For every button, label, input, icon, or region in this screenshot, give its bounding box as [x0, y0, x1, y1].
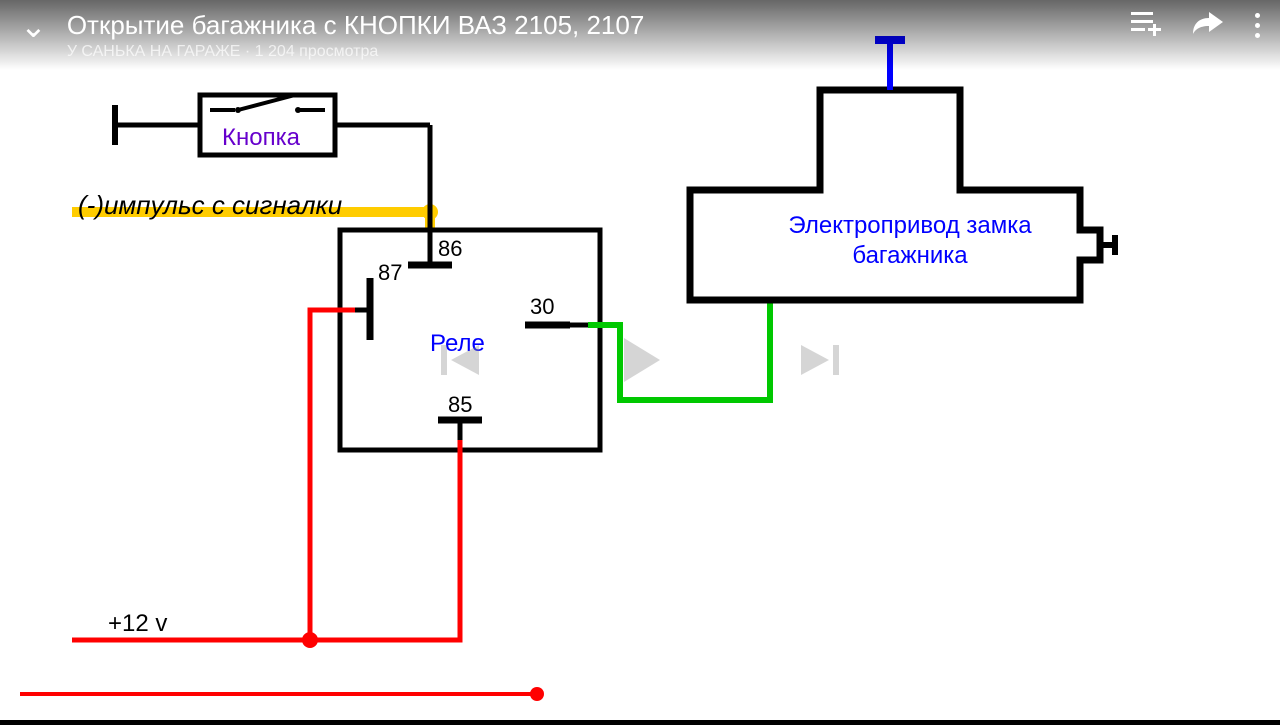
collapse-icon[interactable]: ⌄	[20, 10, 47, 42]
next-icon[interactable]	[790, 330, 850, 390]
pin30-label: 30	[530, 294, 554, 320]
video-title: Открытие багажника с КНОПКИ ВАЗ 2105, 21…	[67, 10, 1131, 41]
playback-controls	[430, 330, 850, 390]
button-label: Кнопка	[222, 124, 300, 152]
v12-label: +12 v	[108, 610, 167, 638]
total-time: 4:19	[1179, 663, 1214, 684]
title-block: Открытие багажника с КНОПКИ ВАЗ 2105, 21…	[67, 10, 1131, 61]
pin85-label: 85	[448, 392, 472, 418]
playlist-add-icon[interactable]	[1131, 10, 1161, 41]
video-subtitle: У САНЬКА НА ГАРАЖЕ · 1 204 просмотра	[67, 43, 1131, 61]
video-frame: Кнопка (-)импульс с сигналки 86 87 30 85…	[0, 0, 1280, 720]
actuator-label-2: багажника	[740, 242, 1080, 270]
share-icon[interactable]	[1191, 10, 1225, 41]
current-time: 1:48	[20, 663, 55, 684]
previous-icon[interactable]	[430, 330, 490, 390]
video-bottom-bar: 1:48 4:19	[0, 660, 1280, 720]
pin86-label: 86	[438, 236, 462, 262]
pin87-label: 87	[378, 260, 402, 286]
progress-bar[interactable]	[20, 692, 1260, 696]
actuator-label-1: Электропривод замка	[740, 212, 1080, 240]
progress-thumb[interactable]	[530, 687, 544, 701]
signal-label: (-)импульс с сигналки	[78, 190, 342, 221]
fullscreen-icon[interactable]	[1234, 660, 1260, 686]
more-icon[interactable]	[1255, 13, 1260, 38]
play-icon[interactable]	[610, 330, 670, 390]
video-top-bar: ⌄ Открытие багажника с КНОПКИ ВАЗ 2105, …	[0, 0, 1280, 70]
